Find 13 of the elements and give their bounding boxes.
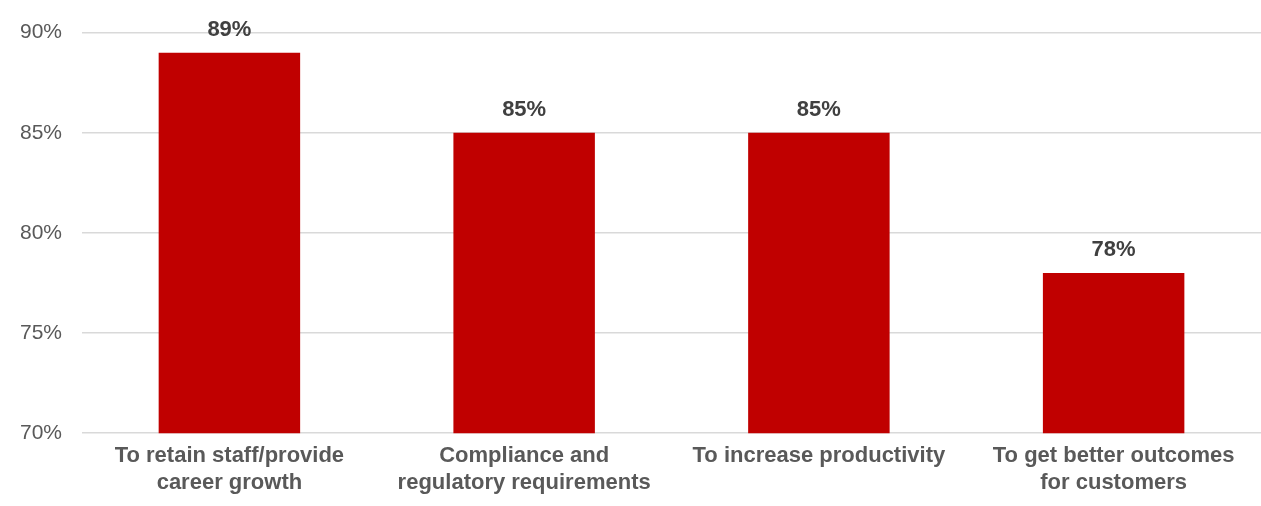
y-tick-label: 70% <box>20 420 63 443</box>
data-label: 85% <box>502 95 547 121</box>
data-label: 78% <box>1091 236 1136 262</box>
x-tick-label: Compliance and regulatory requirements <box>397 442 651 494</box>
y-tick-label: 90% <box>20 19 63 43</box>
y-tick-label: 85% <box>20 119 63 143</box>
y-tick-label: 75% <box>20 319 63 343</box>
y-tick-label: 80% <box>20 219 63 243</box>
x-tick-label: To increase productivity <box>692 442 946 468</box>
x-tick-label: To retain staff/provide career growth <box>114 442 345 494</box>
x-tick-label: To get better outcomes for customers <box>992 442 1235 494</box>
data-label: 89% <box>207 15 252 41</box>
data-label: 85% <box>796 95 841 121</box>
